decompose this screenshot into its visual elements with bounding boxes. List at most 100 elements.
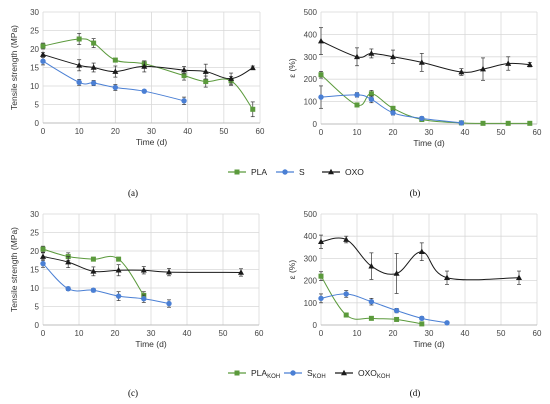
data-point-oxo: [249, 64, 256, 71]
x-tick-label: 60: [533, 329, 542, 338]
chart-panel: 0 5 10 15 20 25 30 0 10 20 30 40 50 60 Time (d) Tensile…: [9, 210, 264, 398]
y-tick-label: 200: [304, 75, 318, 84]
x-axis-label: Time (d): [135, 339, 166, 349]
x-tick-label: 50: [497, 128, 506, 137]
data-point-s: [90, 287, 97, 293]
series-line-pla: [42, 38, 254, 110]
legend-subscript: KOH: [377, 374, 390, 380]
legend: PLA S OXO: [228, 167, 364, 177]
data-point-oxo: [393, 270, 400, 276]
data-point-oxo: [228, 75, 235, 81]
data-point-s: [181, 98, 187, 104]
panel-label: (c): [128, 388, 138, 398]
data-point-pla: [76, 36, 82, 42]
series-line-s: [42, 60, 185, 102]
data-point-oxo: [444, 274, 450, 281]
legend-label: S: [299, 167, 305, 177]
y-axis-label: ε (%): [287, 58, 297, 78]
legend: PLAKOH SKOH OXOKOH: [228, 368, 390, 380]
x-tick-label: 30: [425, 128, 434, 137]
y-tick-label: 400: [304, 232, 318, 241]
chart-panel: 0 5 10 15 20 25 30 0 10 20 30 40 50 60 Time (d) Tensile…: [9, 8, 265, 198]
data-point-s: [354, 92, 360, 98]
data-point-s: [419, 315, 425, 322]
data-point-s: [368, 96, 375, 103]
data-point-oxo: [65, 258, 72, 265]
y-tick-label: 25: [30, 27, 39, 36]
y-tick-label: 0: [313, 321, 318, 330]
legend-marker-s: [282, 169, 288, 175]
data-point-oxo: [505, 60, 512, 66]
data-point-oxo: [480, 65, 486, 72]
data-point-pla: [390, 105, 396, 111]
x-tick-label: 40: [183, 329, 192, 338]
data-point-oxo: [418, 59, 425, 65]
legend-marker-pla: [234, 169, 240, 175]
legend-label: OXO: [345, 167, 364, 177]
x-tick-label: 10: [353, 128, 362, 137]
y-tick-label: 10: [30, 284, 39, 293]
legend-marker-pla: [234, 370, 240, 376]
x-tick-label: 20: [111, 127, 120, 136]
data-point-s: [390, 110, 396, 116]
data-point-s: [141, 296, 147, 302]
data-point-oxo: [76, 62, 83, 68]
data-point-s: [368, 298, 375, 305]
data-point-s: [343, 291, 349, 297]
data-point-pla: [116, 256, 122, 262]
data-point-pla: [368, 315, 374, 321]
y-tick-label: 30: [30, 8, 39, 17]
y-tick-label: 20: [30, 45, 39, 54]
legend-label: OXOKOH: [358, 368, 390, 380]
y-tick-label: 0: [35, 321, 40, 330]
data-point-oxo: [141, 63, 148, 69]
data-point-s: [115, 293, 122, 299]
data-point-pla: [250, 106, 256, 112]
y-tick-label: 0: [35, 119, 40, 128]
data-point-pla: [181, 73, 187, 79]
data-point-s: [318, 94, 324, 100]
x-tick-label: 20: [111, 329, 120, 338]
data-point-pla: [394, 316, 400, 322]
series-line-oxo: [320, 237, 520, 281]
y-tick-label: 0: [313, 120, 318, 129]
legend-marker-oxo: [341, 369, 347, 376]
data-point-oxo: [140, 267, 147, 273]
y-tick-label: 10: [30, 82, 39, 91]
y-tick-label: 300: [304, 53, 318, 62]
data-point-pla: [318, 273, 324, 279]
y-tick-label: 30: [30, 210, 39, 219]
data-point-oxo: [318, 238, 324, 245]
x-tick-label: 50: [219, 329, 228, 338]
x-tick-label: 30: [425, 329, 434, 338]
y-tick-label: 15: [30, 266, 39, 275]
legend-marker-oxo: [328, 168, 334, 175]
data-point-pla: [480, 120, 486, 126]
data-point-pla: [203, 79, 209, 85]
data-point-oxo: [418, 248, 425, 255]
x-tick-label: 20: [389, 128, 398, 137]
legend-subscript: KOH: [313, 374, 326, 380]
x-tick-label: 10: [75, 329, 84, 338]
data-point-oxo: [368, 262, 375, 269]
data-point-s: [40, 260, 46, 267]
y-tick-label: 100: [304, 299, 318, 308]
x-tick-label: 40: [461, 128, 470, 137]
data-point-oxo: [238, 269, 244, 275]
x-tick-label: 0: [41, 127, 46, 136]
y-tick-label: 500: [304, 8, 318, 17]
y-tick-label: 400: [304, 30, 318, 39]
x-tick-label: 40: [461, 329, 470, 338]
y-axis-label: ε (%): [287, 260, 297, 280]
x-tick-label: 60: [256, 127, 265, 136]
chart-panel: 0 100 200 300 400 500 0 10 20 30 40 50 60 Time (d) ε (…: [287, 210, 542, 398]
data-point-s: [458, 120, 465, 126]
x-axis-label: Time (d): [136, 137, 167, 147]
x-tick-label: 30: [147, 329, 156, 338]
data-point-oxo: [354, 53, 360, 60]
data-point-pla: [90, 256, 96, 262]
data-point-oxo: [90, 64, 97, 70]
data-point-oxo: [202, 68, 209, 74]
data-point-s: [444, 320, 450, 326]
